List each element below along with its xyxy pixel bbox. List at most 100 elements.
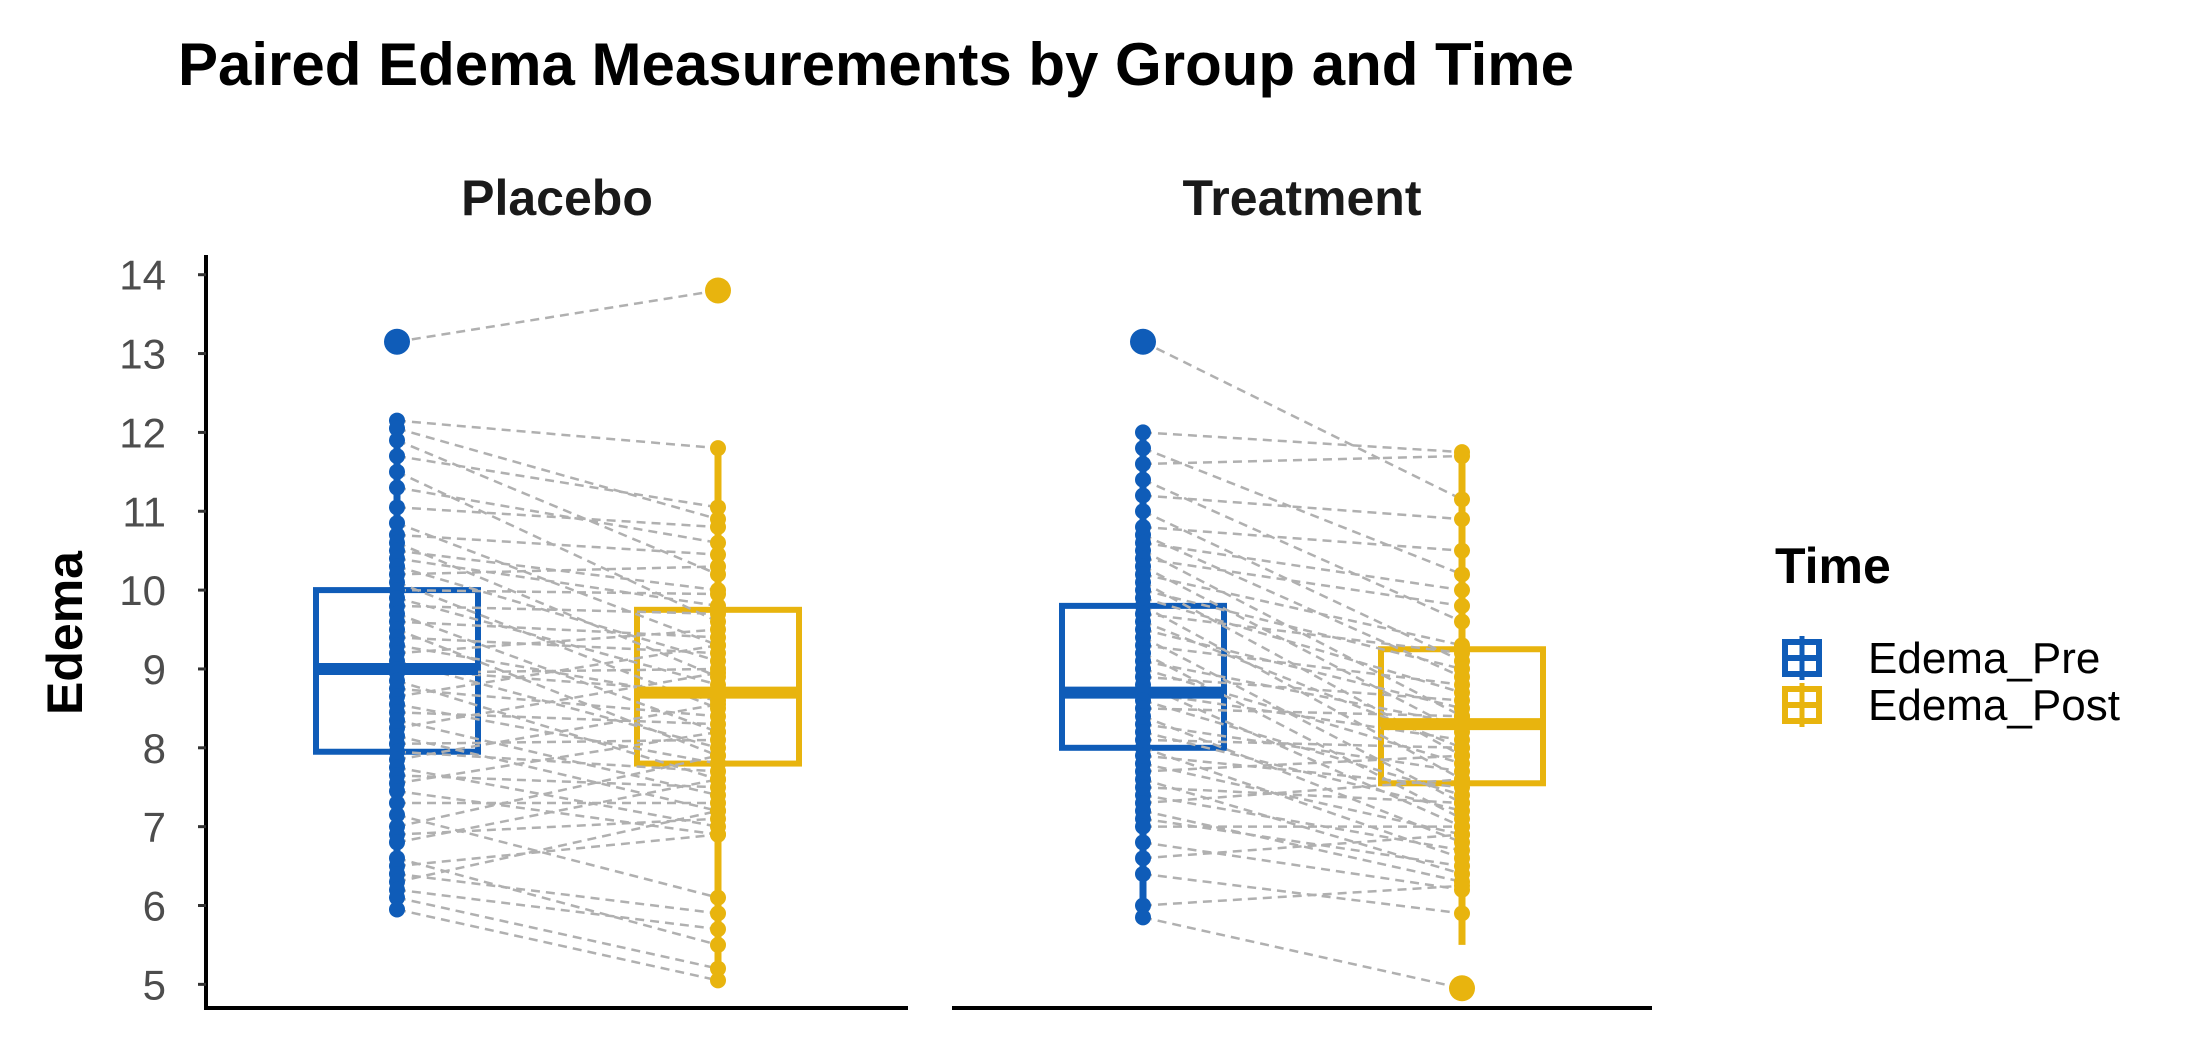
- data-point-pre: [389, 783, 405, 800]
- paired-line: [396, 679, 719, 781]
- paired-line: [1142, 778, 1463, 876]
- paired-line: [396, 703, 719, 761]
- paired-line: [396, 506, 719, 529]
- data-point-post: [710, 558, 726, 575]
- data-point-post: [710, 605, 726, 622]
- paired-line: [1142, 525, 1463, 552]
- paired-line: [1142, 715, 1463, 844]
- data-point-post: [1454, 858, 1470, 875]
- data-point-pre: [389, 901, 405, 918]
- data-point-post: [710, 637, 726, 654]
- outlier-point: [705, 277, 731, 304]
- y-tick-label: 6: [143, 882, 166, 929]
- y-axis-label: Edema: [37, 550, 93, 715]
- data-point-post: [710, 534, 726, 551]
- data-point-post: [710, 499, 726, 516]
- data-point-pre: [389, 889, 405, 906]
- paired-line: [1142, 596, 1463, 694]
- data-point-post: [1454, 613, 1470, 630]
- paired-line: [1142, 707, 1463, 718]
- paired-line: [1142, 494, 1463, 521]
- paired-line: [396, 659, 719, 750]
- paired-line: [1142, 833, 1463, 860]
- paired-line: [396, 778, 719, 844]
- data-point-post: [710, 519, 726, 536]
- paired-line: [396, 789, 719, 836]
- paired-line: [1142, 533, 1463, 678]
- paired-line: [1142, 478, 1463, 623]
- paired-line: [396, 628, 719, 655]
- paired-line: [396, 750, 719, 773]
- paired-line: [1142, 541, 1463, 592]
- paired-line: [396, 565, 719, 576]
- data-point-post: [710, 696, 726, 713]
- paired-line: [1142, 667, 1463, 765]
- data-point-post: [710, 586, 726, 603]
- data-point-post: [710, 621, 726, 638]
- legend-entry-edema-pre: Edema_Pre: [1782, 634, 2100, 683]
- panel-placebo: Placebo: [206, 170, 908, 1010]
- paired-line: [396, 908, 719, 982]
- data-point-post: [710, 747, 726, 764]
- paired-line: [396, 809, 719, 884]
- paired-line: [1142, 872, 1463, 915]
- data-point-post: [1454, 542, 1470, 559]
- paired-line: [1142, 809, 1463, 884]
- data-point-post: [710, 724, 726, 741]
- paired-line: [1142, 628, 1463, 710]
- data-point-post: [1454, 660, 1470, 677]
- paired-line: [396, 644, 719, 698]
- data-point-post: [710, 771, 726, 788]
- paired-line: [396, 439, 719, 576]
- paired-line: [1142, 683, 1463, 828]
- paired-line: [1142, 722, 1463, 773]
- y-tick-label: 5: [143, 961, 166, 1008]
- data-point-pre: [1135, 471, 1151, 488]
- data-point-post: [1454, 708, 1470, 725]
- paired-line: [396, 557, 719, 608]
- data-point-pre: [1135, 850, 1151, 867]
- paired-line: [396, 486, 719, 545]
- panels-layer: Placebo Treatment: [206, 170, 1652, 1010]
- paired-line: [396, 718, 719, 797]
- paired-line: [396, 604, 719, 616]
- paired-line: [1142, 447, 1463, 576]
- paired-line: [396, 612, 719, 734]
- data-point-post: [1454, 597, 1470, 614]
- paired-line: [1142, 762, 1463, 836]
- data-point-pre: [1135, 440, 1151, 457]
- paired-line: [1142, 699, 1463, 797]
- data-point-post: [1454, 877, 1470, 894]
- paired-line: [396, 766, 719, 828]
- paired-line: [396, 521, 719, 647]
- paired-line: [396, 896, 719, 970]
- paired-line: [1142, 588, 1463, 671]
- paired-line: [396, 703, 719, 765]
- paired-line: [1142, 644, 1463, 686]
- data-point-post: [1454, 842, 1470, 859]
- data-point-pre: [389, 806, 405, 823]
- y-tick-label: 14: [119, 252, 166, 299]
- panel-treatment: Treatment: [952, 170, 1652, 1010]
- paired-line: [396, 628, 719, 757]
- paired-line: [396, 711, 719, 726]
- data-point-post: [1454, 771, 1470, 788]
- paired-line: [396, 533, 719, 556]
- chart-title: Paired Edema Measurements by Group and T…: [178, 31, 1574, 98]
- data-point-post: [710, 960, 726, 977]
- paired-line: [1142, 841, 1463, 891]
- data-point-pre: [1135, 503, 1151, 520]
- data-point-post: [710, 440, 726, 457]
- data-point-post: [710, 936, 726, 953]
- paired-line: [396, 754, 719, 828]
- paired-line: [1142, 573, 1463, 647]
- data-point-post: [1454, 448, 1470, 465]
- paired-line: [396, 549, 719, 592]
- data-point-pre: [389, 499, 405, 516]
- paired-line: [396, 888, 719, 931]
- paired-line: [396, 419, 719, 450]
- paired-line: [1142, 746, 1463, 860]
- y-tick-label: 12: [119, 409, 166, 456]
- data-point-pre: [389, 448, 405, 465]
